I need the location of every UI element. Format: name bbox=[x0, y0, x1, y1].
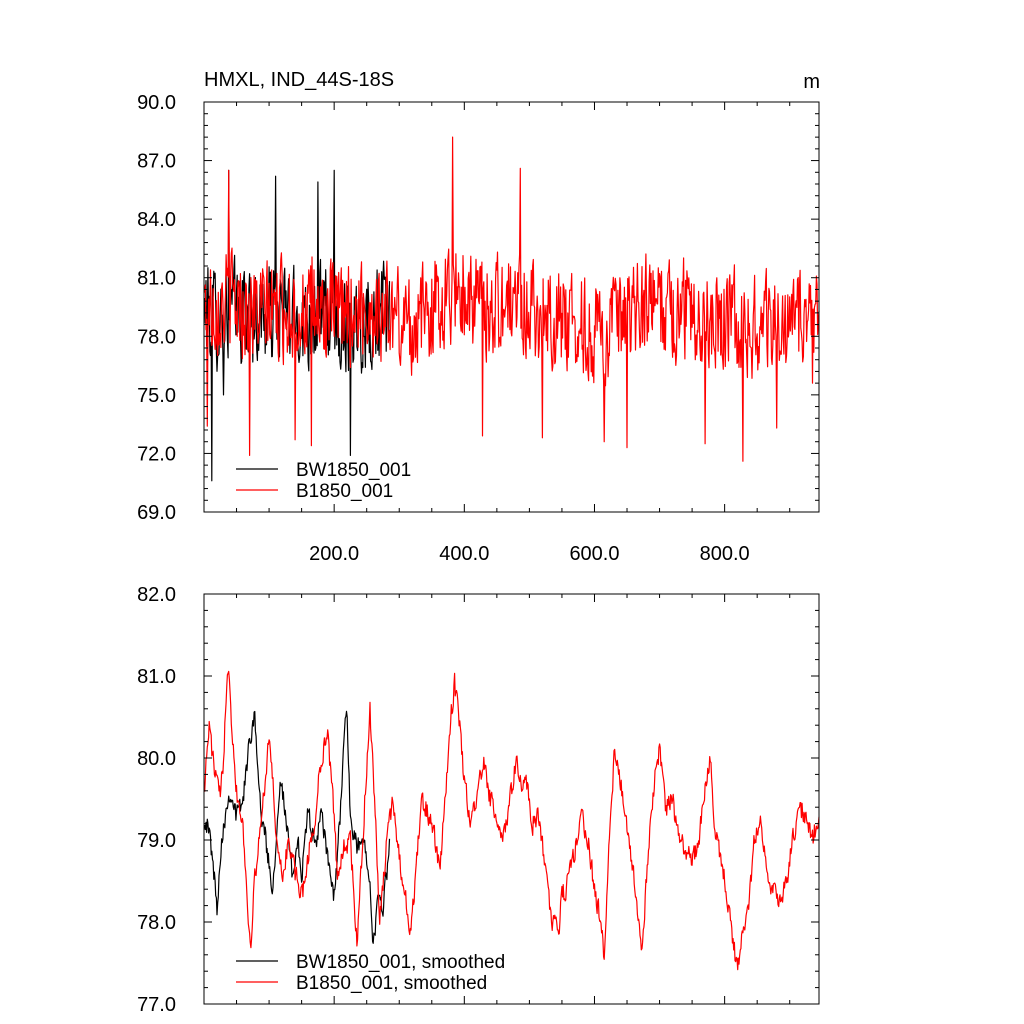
bottom-series-lines bbox=[204, 670, 820, 971]
bottom-legend-label: B1850_001, smoothed bbox=[296, 973, 487, 994]
bottom-y-tick-label: 81.0 bbox=[137, 666, 176, 688]
top-y-tick-label: 81.0 bbox=[137, 268, 176, 290]
bottom-y-tick-label: 77.0 bbox=[137, 994, 176, 1016]
top-x-tick-label: 400.0 bbox=[439, 543, 489, 565]
top-y-tick-label: 90.0 bbox=[137, 92, 176, 114]
bottom-y-tick-label: 79.0 bbox=[137, 830, 176, 852]
bottom-series-line-2 bbox=[204, 670, 820, 971]
top-panel: HMXL, IND_44S-18S m 200.0 400.0 600.0 800.0… bbox=[137, 69, 820, 565]
top-y-tick-label: 84.0 bbox=[137, 209, 176, 231]
top-legend-label: BW1850_001 bbox=[296, 460, 411, 481]
top-axis-ticks: 200.0 400.0 600.0 800.0 69.0 72.0 75.0 78.0 81.0… bbox=[137, 92, 819, 565]
top-units: m bbox=[803, 71, 820, 93]
bottom-y-tick-label: 82.0 bbox=[137, 584, 176, 606]
top-series-line-2 bbox=[204, 136, 820, 462]
top-x-tick-label: 200.0 bbox=[309, 543, 359, 565]
bottom-y-tick-label: 80.0 bbox=[137, 748, 176, 770]
bottom-panel: 77.0 78.0 79.0 80.0 81.0 82.0 BW1850_001, smo… bbox=[137, 584, 820, 1016]
top-title: HMXL, IND_44S-18S bbox=[204, 69, 394, 91]
bottom-y-tick-label: 78.0 bbox=[137, 912, 176, 934]
bottom-series-line-1 bbox=[204, 710, 391, 944]
top-series-lines bbox=[204, 136, 820, 482]
bottom-plot-frame bbox=[203, 593, 820, 1005]
top-x-tick-label: 600.0 bbox=[569, 543, 619, 565]
top-legend-label: B1850_001 bbox=[296, 481, 393, 502]
top-x-tick-label: 800.0 bbox=[700, 543, 750, 565]
top-plot-frame bbox=[203, 101, 820, 513]
top-y-tick-label: 75.0 bbox=[137, 385, 176, 407]
bottom-legend-label: BW1850_001, smoothed bbox=[296, 952, 505, 973]
top-y-tick-label: 69.0 bbox=[137, 502, 176, 524]
bottom-axis-ticks: 77.0 78.0 79.0 80.0 81.0 82.0 bbox=[137, 584, 819, 1016]
top-y-tick-label: 78.0 bbox=[137, 326, 176, 348]
top-y-tick-label: 72.0 bbox=[137, 443, 176, 465]
top-y-tick-label: 87.0 bbox=[137, 151, 176, 173]
